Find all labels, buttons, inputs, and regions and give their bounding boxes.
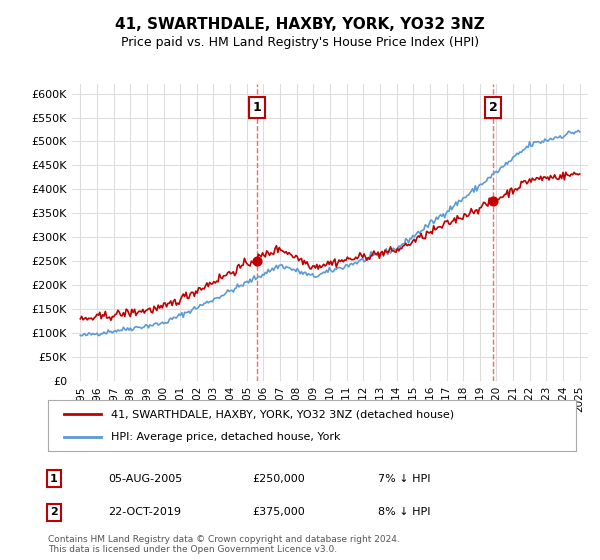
Text: 1: 1 [50, 474, 58, 484]
Text: 7% ↓ HPI: 7% ↓ HPI [378, 474, 431, 484]
Text: 8% ↓ HPI: 8% ↓ HPI [378, 507, 431, 517]
Text: £250,000: £250,000 [252, 474, 305, 484]
Text: 41, SWARTHDALE, HAXBY, YORK, YO32 3NZ: 41, SWARTHDALE, HAXBY, YORK, YO32 3NZ [115, 17, 485, 32]
Text: 2: 2 [50, 507, 58, 517]
Text: 05-AUG-2005: 05-AUG-2005 [108, 474, 182, 484]
Text: 1: 1 [253, 101, 261, 114]
Text: 41, SWARTHDALE, HAXBY, YORK, YO32 3NZ (detached house): 41, SWARTHDALE, HAXBY, YORK, YO32 3NZ (d… [112, 409, 454, 419]
Text: Price paid vs. HM Land Registry's House Price Index (HPI): Price paid vs. HM Land Registry's House … [121, 36, 479, 49]
Text: HPI: Average price, detached house, York: HPI: Average price, detached house, York [112, 432, 341, 442]
Text: 2: 2 [489, 101, 497, 114]
Text: Contains HM Land Registry data © Crown copyright and database right 2024.
This d: Contains HM Land Registry data © Crown c… [48, 535, 400, 554]
Text: £375,000: £375,000 [252, 507, 305, 517]
Point [488, 197, 498, 206]
Point [252, 256, 262, 265]
Text: 22-OCT-2019: 22-OCT-2019 [108, 507, 181, 517]
